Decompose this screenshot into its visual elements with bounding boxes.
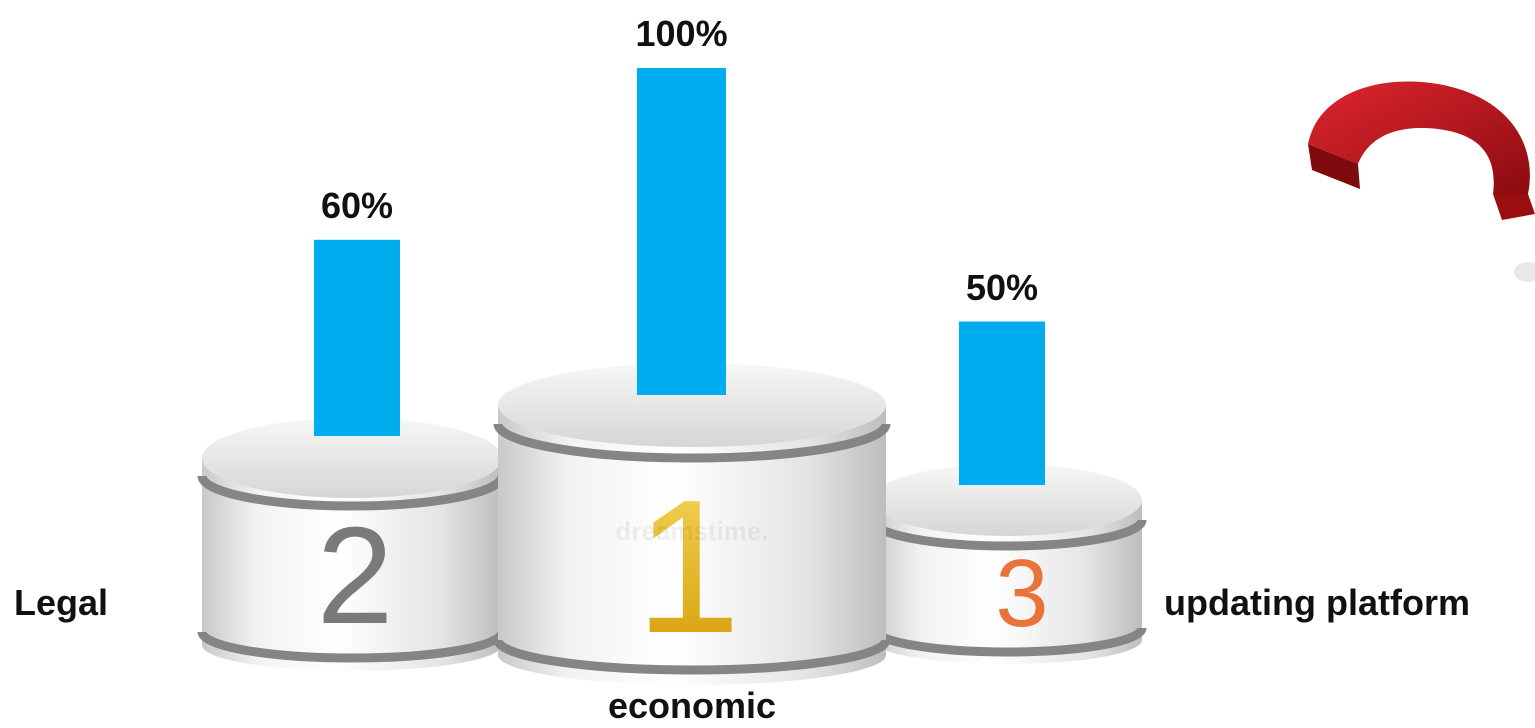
category-label-legal: Legal	[14, 582, 109, 623]
rank-1-label: 1	[635, 461, 741, 673]
bar-value-label-legal: 60%	[321, 184, 394, 226]
bar-updating-platform	[959, 321, 1045, 485]
bar-legal	[314, 239, 400, 436]
bar-value-label-updating-platform: 50%	[966, 266, 1039, 308]
category-label-economic: economic	[608, 685, 777, 726]
podium-block-1	[493, 363, 891, 685]
bars	[314, 68, 1045, 485]
rank-2-label: 2	[317, 499, 394, 653]
rank-3-label: 3	[995, 540, 1048, 647]
podium-icon	[197, 363, 1147, 685]
question-mark-icon	[1288, 24, 1535, 324]
podium-block-2	[197, 418, 507, 671]
podium-block-3	[867, 464, 1147, 664]
watermark: dreamstime.	[615, 516, 768, 546]
bar-economic	[637, 68, 726, 395]
bar-value-label-economic: 100%	[635, 13, 728, 54]
category-label-updating-platform: updating platform	[1164, 582, 1470, 623]
